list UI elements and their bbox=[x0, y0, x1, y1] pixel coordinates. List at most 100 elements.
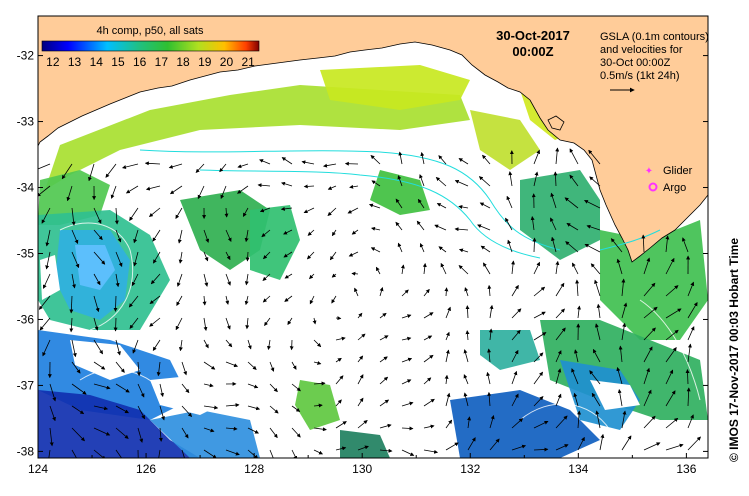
velocity-arrow bbox=[115, 383, 130, 393]
y-tick-label: -33 bbox=[17, 115, 35, 129]
velocity-arrow bbox=[335, 446, 347, 451]
velocity-arrow bbox=[41, 207, 51, 224]
velocity-arrow bbox=[313, 361, 322, 365]
velocity-arrow bbox=[400, 264, 405, 275]
velocity-arrow bbox=[371, 226, 381, 231]
velocity-arrow bbox=[178, 339, 183, 352]
velocity-arrow bbox=[551, 236, 557, 253]
velocity-arrow bbox=[71, 405, 85, 415]
velocity-arrow bbox=[115, 405, 129, 414]
velocity-arrow bbox=[592, 348, 601, 363]
velocity-arrow bbox=[203, 317, 208, 332]
velocity-arrow bbox=[618, 345, 623, 363]
colorbar-title: 4h comp, p50, all sats bbox=[96, 25, 204, 37]
velocity-arrow bbox=[45, 229, 51, 247]
velocity-arrow bbox=[533, 311, 546, 319]
colorbar-tick-label: 21 bbox=[241, 55, 255, 69]
x-tick-label: 124 bbox=[28, 462, 48, 476]
velocity-arrow bbox=[401, 401, 414, 407]
velocity-arrow bbox=[687, 343, 692, 363]
velocity-arrow bbox=[269, 449, 276, 458]
velocity-arrow bbox=[486, 371, 491, 385]
velocity-arrow bbox=[110, 185, 117, 199]
velocity-arrow bbox=[71, 229, 79, 245]
velocity-arrow bbox=[555, 147, 560, 165]
velocity-arrow bbox=[71, 273, 76, 289]
velocity-arrow bbox=[686, 387, 691, 407]
velocity-arrow bbox=[370, 247, 381, 253]
velocity-arrow bbox=[477, 224, 491, 231]
velocity-arrow bbox=[617, 389, 623, 407]
velocity-arrow bbox=[487, 284, 492, 297]
velocity-arrow bbox=[687, 414, 694, 429]
velocity-arrow bbox=[577, 436, 585, 451]
credit-text: © IMOS 17-Nov-2017 00:03 Hobart Time bbox=[727, 238, 741, 462]
velocity-arrow bbox=[419, 174, 425, 187]
velocity-arrow bbox=[511, 418, 524, 429]
velocity-arrow bbox=[401, 379, 412, 385]
contour-line bbox=[79, 369, 171, 401]
velocity-arrow bbox=[643, 346, 653, 363]
y-tick-label: -32 bbox=[17, 49, 35, 63]
velocity-arrow bbox=[128, 295, 139, 308]
velocity-arrow bbox=[621, 410, 627, 429]
velocity-arrow bbox=[507, 239, 513, 253]
velocity-arrow bbox=[220, 185, 227, 200]
velocity-arrow bbox=[281, 181, 293, 187]
velocity-arrow bbox=[357, 312, 363, 319]
velocity-arrow bbox=[247, 383, 259, 389]
velocity-arrow bbox=[129, 317, 139, 329]
glider-icon: ✦ bbox=[645, 166, 653, 177]
velocity-arrow bbox=[42, 273, 51, 289]
velocity-arrow bbox=[533, 420, 549, 429]
velocity-arrow bbox=[445, 349, 450, 363]
velocity-arrow bbox=[444, 374, 449, 385]
velocity-arrow bbox=[375, 266, 381, 275]
plot-frame bbox=[37, 15, 709, 459]
velocity-arrow bbox=[150, 273, 161, 285]
velocity-arrow bbox=[153, 251, 161, 264]
velocity-arrow bbox=[564, 197, 579, 209]
velocity-arrow bbox=[555, 393, 562, 407]
velocity-arrow bbox=[665, 390, 676, 407]
velocity-arrow bbox=[224, 207, 229, 218]
australia-land bbox=[38, 16, 708, 263]
velocity-arrow bbox=[327, 185, 337, 190]
velocity-arrow bbox=[423, 377, 432, 385]
velocity-arrow bbox=[309, 295, 315, 305]
legend-line-2: and velocities for bbox=[600, 44, 683, 56]
velocity-arrow bbox=[616, 258, 623, 275]
velocity-arrow bbox=[244, 229, 249, 243]
x-tick-label: 128 bbox=[244, 462, 264, 476]
velocity-arrow bbox=[284, 295, 293, 302]
legend-line-4: 0.5m/s (1kt 24h) bbox=[600, 70, 679, 82]
velocity-arrow bbox=[115, 427, 129, 439]
velocity-arrow bbox=[440, 262, 447, 275]
velocity-arrow bbox=[115, 361, 125, 373]
velocity-arrow bbox=[49, 405, 56, 422]
velocity-legend: GSLA (0.1m contours) and velocities for … bbox=[600, 31, 709, 93]
velocity-arrow bbox=[263, 251, 271, 260]
velocity-arrow bbox=[533, 332, 547, 341]
velocity-arrow bbox=[38, 185, 51, 197]
velocity-arrow bbox=[419, 242, 425, 253]
y-tick-label: -36 bbox=[17, 312, 35, 326]
velocity-arrow bbox=[467, 416, 472, 429]
velocity-arrow bbox=[225, 229, 232, 243]
velocity-arrow bbox=[395, 221, 403, 231]
velocity-arrow bbox=[175, 207, 183, 219]
map-plot-area bbox=[38, 16, 708, 458]
colorbar: 4h comp, p50, all sats 12 13 14 15 16 17 18 19 2… bbox=[41, 25, 260, 69]
velocity-arrow bbox=[555, 415, 568, 429]
x-tick-label: 130 bbox=[352, 462, 372, 476]
velocity-arrow bbox=[169, 185, 183, 195]
velocity-arrow bbox=[687, 281, 695, 297]
velocity-arrow bbox=[574, 349, 579, 363]
x-axis: 124 126 128 130 132 134 136 bbox=[28, 453, 697, 476]
velocity-arrow bbox=[665, 347, 677, 363]
velocity-arrow bbox=[508, 171, 513, 187]
velocity-arrow bbox=[309, 273, 315, 280]
velocity-arrow bbox=[152, 339, 161, 351]
velocity-arrow bbox=[665, 235, 670, 253]
velocity-arrow bbox=[329, 251, 337, 261]
